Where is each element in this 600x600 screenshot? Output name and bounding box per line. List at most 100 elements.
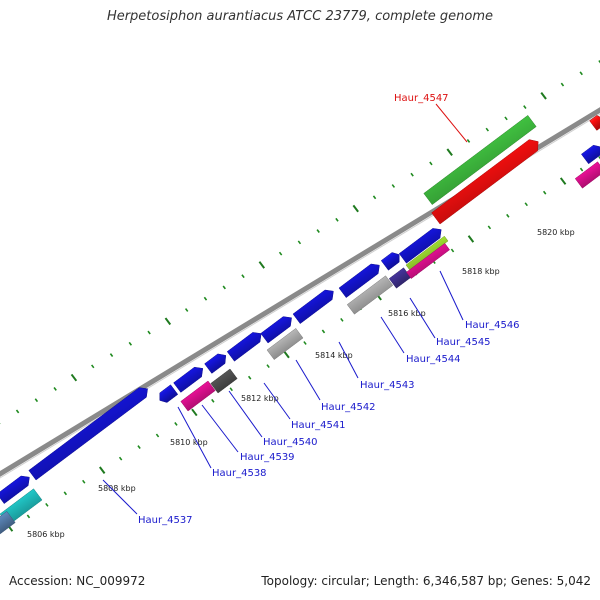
scale-label: 5820 kbp (537, 228, 575, 237)
tick-mark (598, 156, 600, 160)
tick-mark (487, 225, 492, 230)
tick-mark (91, 364, 95, 369)
gene-steel (0, 511, 16, 535)
gene-blue (292, 289, 334, 324)
tick-mark (155, 433, 160, 438)
tick-mark (372, 195, 377, 200)
tick-mark (410, 172, 414, 177)
leader-line (338, 341, 359, 379)
tick-mark (559, 177, 567, 185)
gene-blue (260, 316, 292, 344)
gene-magenta (180, 380, 216, 412)
gene-blue (380, 252, 400, 271)
leader-line (439, 270, 464, 321)
tick-mark (164, 317, 172, 326)
leader-line (228, 390, 263, 438)
tick-mark (506, 213, 510, 218)
tick-mark (560, 82, 565, 87)
gene-label-haur-4542: Haur_4542 (321, 402, 376, 413)
tick-mark (15, 409, 20, 414)
gene-label-haur-4538: Haur_4538 (212, 468, 267, 479)
tick-mark (598, 60, 600, 64)
leader-line (201, 404, 239, 453)
tick-mark (321, 329, 326, 334)
tick-mark (335, 217, 339, 222)
gene-label-haur-4545: Haur_4545 (436, 337, 491, 348)
scale-label: 5806 kbp (27, 530, 65, 539)
gene-blue (204, 353, 227, 374)
tick-mark (523, 105, 527, 110)
tick-mark (266, 364, 270, 369)
leader-line (380, 316, 405, 354)
tick-mark (467, 235, 475, 243)
gene-gray (266, 328, 304, 360)
gene-label-haur-4540: Haur_4540 (263, 437, 318, 448)
gene-label-haur-4547: Haur_4547 (394, 93, 449, 104)
gene-red (589, 115, 600, 131)
tick-mark (229, 387, 233, 392)
tick-mark (446, 148, 453, 156)
tick-mark (26, 514, 31, 519)
tick-mark (485, 127, 489, 132)
tick-mark (303, 341, 307, 345)
leader-line (102, 479, 138, 515)
tick-mark (45, 502, 49, 507)
tick-mark (128, 341, 133, 346)
gene-label-haur-4541: Haur_4541 (291, 420, 346, 431)
tick-mark (466, 138, 471, 143)
tick-mark (579, 71, 583, 76)
gene-magenta (574, 161, 600, 189)
summary-label: Topology: circular; Length: 6,346,587 bp… (261, 574, 591, 588)
tick-mark (109, 353, 114, 358)
leader-line (295, 359, 321, 401)
scale-label: 5810 kbp (170, 438, 208, 447)
gene-gray (346, 275, 394, 315)
tick-mark (53, 386, 57, 391)
tick-mark (63, 491, 68, 496)
tick-mark (98, 466, 106, 474)
tick-mark (203, 296, 208, 301)
gene-label-haur-4539: Haur_4539 (240, 452, 295, 463)
tick-mark (241, 274, 245, 279)
tick-mark (174, 422, 178, 426)
leader-line (435, 103, 468, 143)
leader-line (177, 406, 212, 469)
tick-mark (429, 161, 433, 166)
gene-blue (226, 332, 262, 362)
tick-mark (211, 398, 215, 403)
gene-blue (173, 366, 204, 393)
gene-label-haur-4537: Haur_4537 (138, 515, 193, 526)
tick-mark (147, 330, 151, 335)
tick-mark (540, 92, 547, 100)
map-title: Herpetosiphon aurantiacus ATCC 23779, co… (106, 9, 494, 24)
tick-mark (247, 375, 252, 380)
tick-mark (524, 202, 528, 207)
gene-blue (338, 263, 380, 298)
leader-line (263, 382, 291, 420)
tick-mark (222, 285, 226, 290)
gene-red (431, 139, 539, 225)
tick-mark (258, 261, 266, 269)
gene-blue (398, 228, 442, 264)
tick-mark (542, 190, 547, 195)
tick-mark (82, 479, 86, 484)
gene-label-haur-4546: Haur_4546 (465, 320, 520, 331)
tick-mark (316, 229, 320, 234)
accession-label: Accession: NC_009972 (9, 574, 146, 588)
scale-label: 5808 kbp (98, 484, 136, 493)
gene-blue (28, 387, 148, 481)
tick-mark (579, 167, 584, 172)
tick-mark (504, 116, 508, 121)
tick-mark (352, 204, 359, 213)
gene-label-haur-4543: Haur_4543 (360, 380, 415, 391)
gene-label-haur-4544: Haur_4544 (406, 354, 461, 365)
gene-green (423, 115, 537, 205)
tick-mark (118, 456, 123, 461)
tick-mark (278, 251, 283, 256)
gene-blue (159, 384, 179, 403)
tick-mark (34, 398, 39, 403)
tick-mark (391, 184, 396, 188)
gene-blue (0, 475, 30, 504)
scale-label: 5816 kbp (388, 309, 426, 318)
